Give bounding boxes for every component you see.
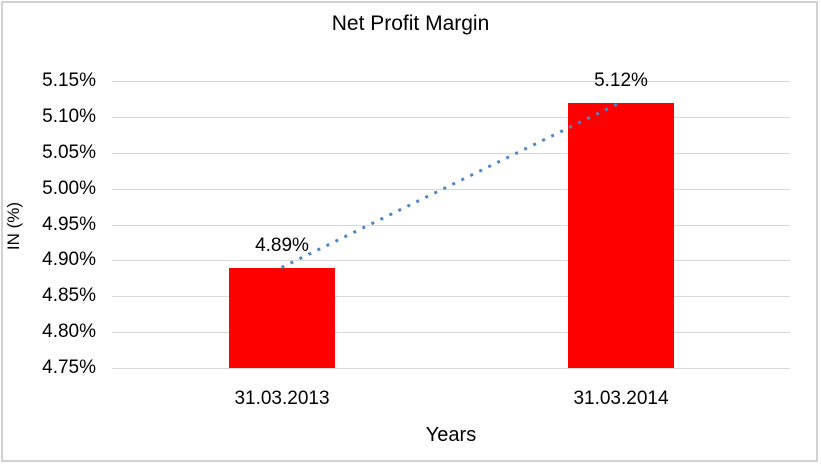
y-tick-label: 4.90% bbox=[42, 249, 96, 270]
bar-data-label: 5.12% bbox=[594, 70, 648, 91]
bar-31.03.2013 bbox=[229, 268, 335, 368]
bar-31.03.2014 bbox=[568, 103, 674, 368]
y-tick-label: 5.00% bbox=[42, 178, 96, 199]
y-tick-label: 4.85% bbox=[42, 285, 96, 306]
plot-area bbox=[112, 81, 790, 369]
gridline bbox=[112, 225, 790, 226]
y-axis-title: IN (%) bbox=[4, 201, 23, 251]
gridline bbox=[112, 296, 790, 297]
y-tick-label: 4.80% bbox=[42, 321, 96, 342]
y-tick-label: 4.95% bbox=[42, 214, 96, 235]
x-axis-title: Years bbox=[425, 424, 477, 446]
y-tick-label: 5.05% bbox=[42, 142, 96, 163]
gridline bbox=[112, 332, 790, 333]
x-tick-label: 31.03.2014 bbox=[573, 388, 669, 409]
y-tick-label: 5.10% bbox=[42, 106, 96, 127]
gridline bbox=[112, 153, 790, 154]
y-tick-label: 5.15% bbox=[42, 70, 96, 91]
bar-data-label: 4.89% bbox=[255, 235, 309, 256]
x-tick-label: 31.03.2013 bbox=[234, 388, 330, 409]
gridline bbox=[112, 81, 790, 82]
gridline bbox=[112, 117, 790, 118]
chart-title: Net Profit Margin bbox=[331, 12, 490, 35]
gridline bbox=[112, 260, 790, 261]
gridline bbox=[112, 189, 790, 190]
y-tick-label: 4.75% bbox=[42, 357, 96, 378]
gridline bbox=[112, 368, 790, 369]
